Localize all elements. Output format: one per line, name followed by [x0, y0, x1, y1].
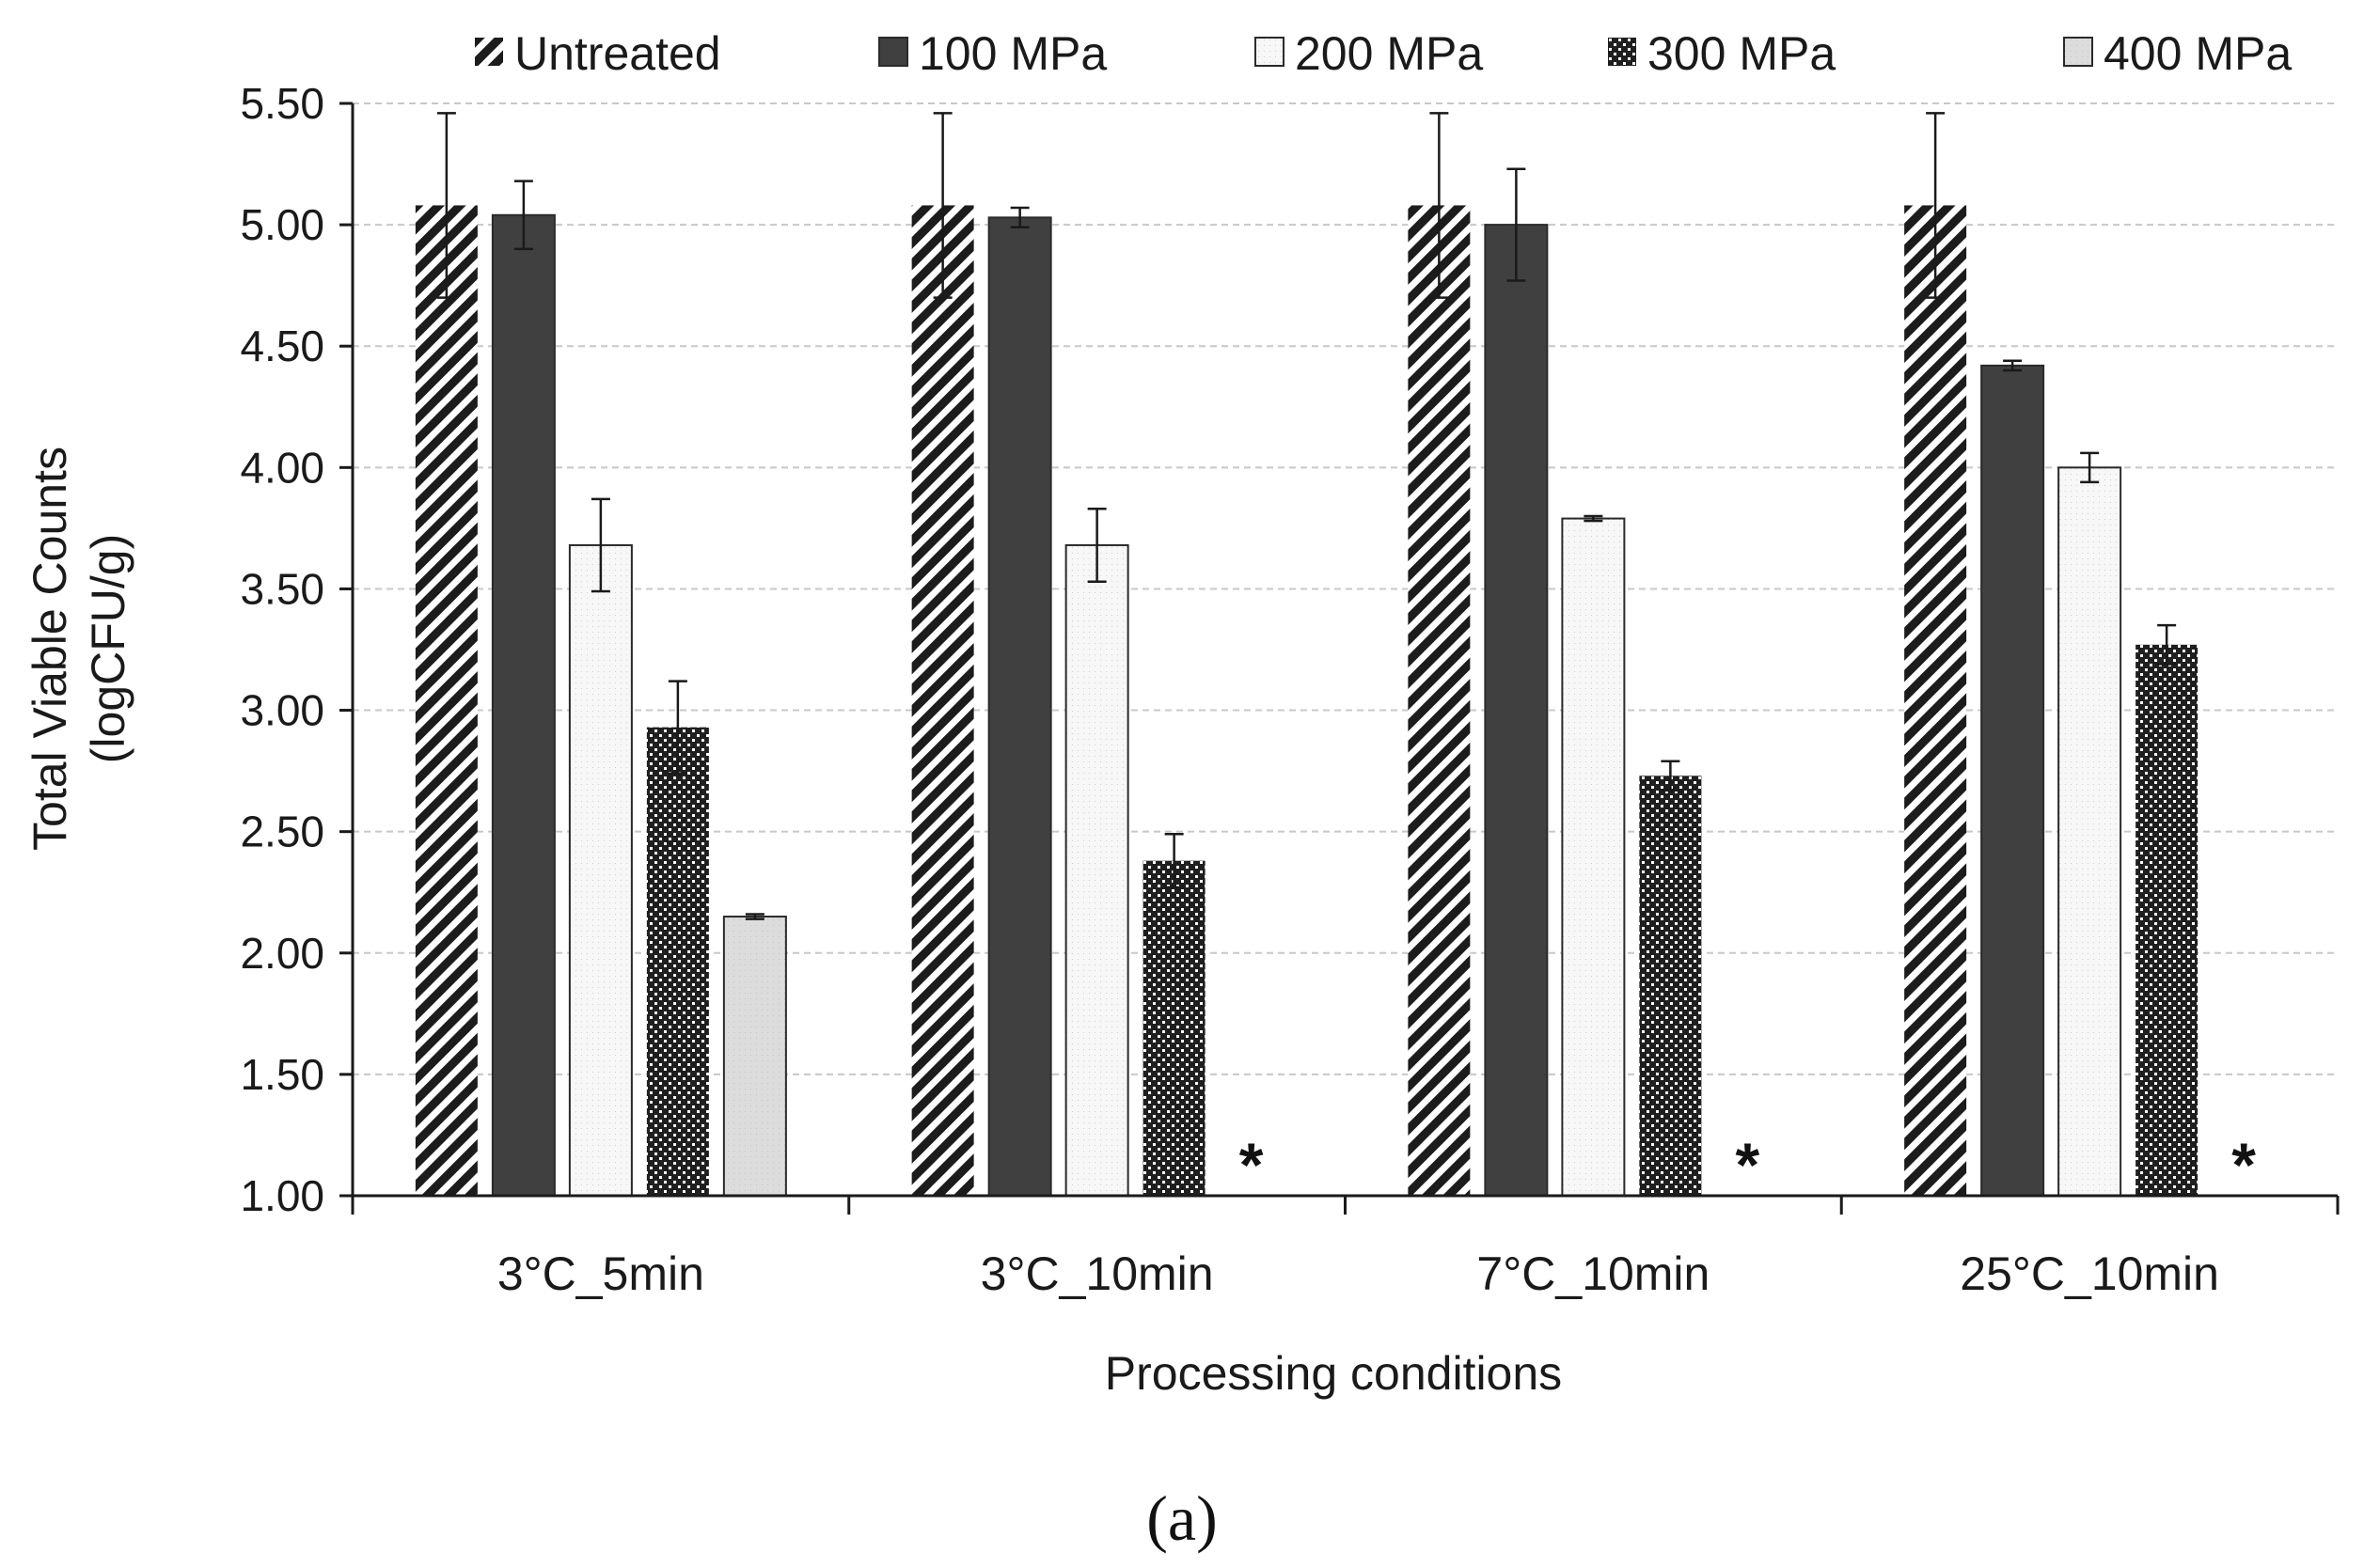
bar: [2057, 466, 2122, 1198]
legend-item: 200 MPa: [1254, 27, 1483, 80]
error-bar: [1164, 832, 1184, 889]
y-tick-label: 5.00: [240, 200, 324, 249]
y-tick-label: 2.00: [240, 929, 324, 978]
legend-item: Untreated: [475, 27, 721, 80]
legend-label: 200 MPa: [1295, 27, 1483, 80]
error-bar: [2157, 623, 2177, 666]
error-bar: [1010, 206, 1030, 228]
below-detection-marker: *: [1736, 1130, 1760, 1200]
y-tick-label: 2.50: [240, 808, 324, 856]
x-category-label: 7°C_10min: [1476, 1247, 1710, 1300]
y-tick-label: 1.50: [240, 1050, 324, 1099]
bar: [911, 205, 974, 1196]
figure-caption: (a): [1146, 1482, 1217, 1554]
error-bar: [2080, 451, 2100, 484]
error-bars-group: [436, 112, 2177, 920]
x-category-label: 25°C_10min: [1960, 1247, 2219, 1300]
bar: [1639, 776, 1702, 1196]
error-bar: [2003, 359, 2023, 372]
y-tick-label: 5.50: [240, 79, 324, 128]
y-axis-title-line2: (logCFU/g): [82, 534, 134, 763]
error-bar: [668, 680, 687, 775]
bar: [1904, 205, 1967, 1196]
error-bar: [591, 497, 610, 593]
y-tick-label: 4.50: [240, 321, 324, 370]
bar: [568, 543, 633, 1197]
bar: [415, 205, 478, 1196]
bar: [1064, 543, 1129, 1197]
error-bar: [1506, 167, 1526, 282]
legend-item: 300 MPa: [1608, 27, 1836, 80]
legend-swatch: [1608, 38, 1636, 66]
bar: [646, 727, 709, 1196]
bar: [1143, 860, 1206, 1196]
bar: [1561, 517, 1626, 1197]
bars-group: [415, 205, 2199, 1198]
y-tick-label: 1.00: [240, 1171, 324, 1220]
y-axis-title-line1: Total Viable Counts: [24, 447, 76, 851]
below-detection-marker: *: [2231, 1130, 2256, 1200]
x-category-label: 3°C_5min: [497, 1247, 704, 1300]
x-axis-ticks: [351, 1196, 2340, 1215]
bar: [722, 916, 787, 1197]
legend: Untreated 100 MPa 200 MPa 300 MPa 400 MPa: [475, 27, 2292, 80]
x-axis-title: Processing conditions: [1105, 1347, 1562, 1400]
below-detection-marker: *: [1239, 1130, 1264, 1200]
below-detection-markers: * * *: [1239, 1130, 2257, 1200]
bar: [1408, 205, 1471, 1196]
legend-label: 400 MPa: [2104, 27, 2292, 80]
bar: [1980, 364, 2045, 1197]
bar: [987, 216, 1052, 1197]
error-bar: [513, 180, 533, 251]
y-tick-label: 3.00: [240, 686, 324, 735]
y-axis-title: Total Viable Counts (logCFU/g): [24, 447, 134, 851]
legend-item: 400 MPa: [2063, 27, 2292, 80]
error-bar: [1087, 507, 1107, 583]
bar: [1484, 224, 1549, 1198]
bar: [491, 213, 556, 1197]
x-axis-category-labels: 3°C_5min 3°C_10min 7°C_10min 25°C_10min: [497, 1247, 2219, 1300]
error-bar: [745, 913, 764, 920]
x-category-label: 3°C_10min: [981, 1247, 1214, 1300]
legend-swatch: [2063, 37, 2093, 67]
bar: [2135, 644, 2199, 1196]
error-bar: [1661, 760, 1680, 792]
error-bar: [933, 112, 953, 299]
error-bar: [436, 112, 456, 299]
error-bar: [1584, 514, 1603, 523]
legend-item: 100 MPa: [878, 27, 1107, 80]
legend-swatch: [1254, 37, 1284, 67]
legend-label: Untreated: [514, 27, 721, 80]
error-bar: [1926, 112, 1946, 299]
legend-swatch: [878, 37, 908, 67]
y-tick-label: 4.00: [240, 443, 324, 492]
legend-label: 100 MPa: [919, 27, 1107, 80]
y-tick-label: 3.50: [240, 564, 324, 613]
error-bar: [1429, 112, 1449, 299]
legend-label: 300 MPa: [1647, 27, 1836, 80]
legend-swatch: [475, 38, 503, 66]
y-axis-ticks: 1.00 1.50 2.00 2.50 3.00 3.50 4.00 4.50 5.00 5.50: [240, 79, 353, 1220]
